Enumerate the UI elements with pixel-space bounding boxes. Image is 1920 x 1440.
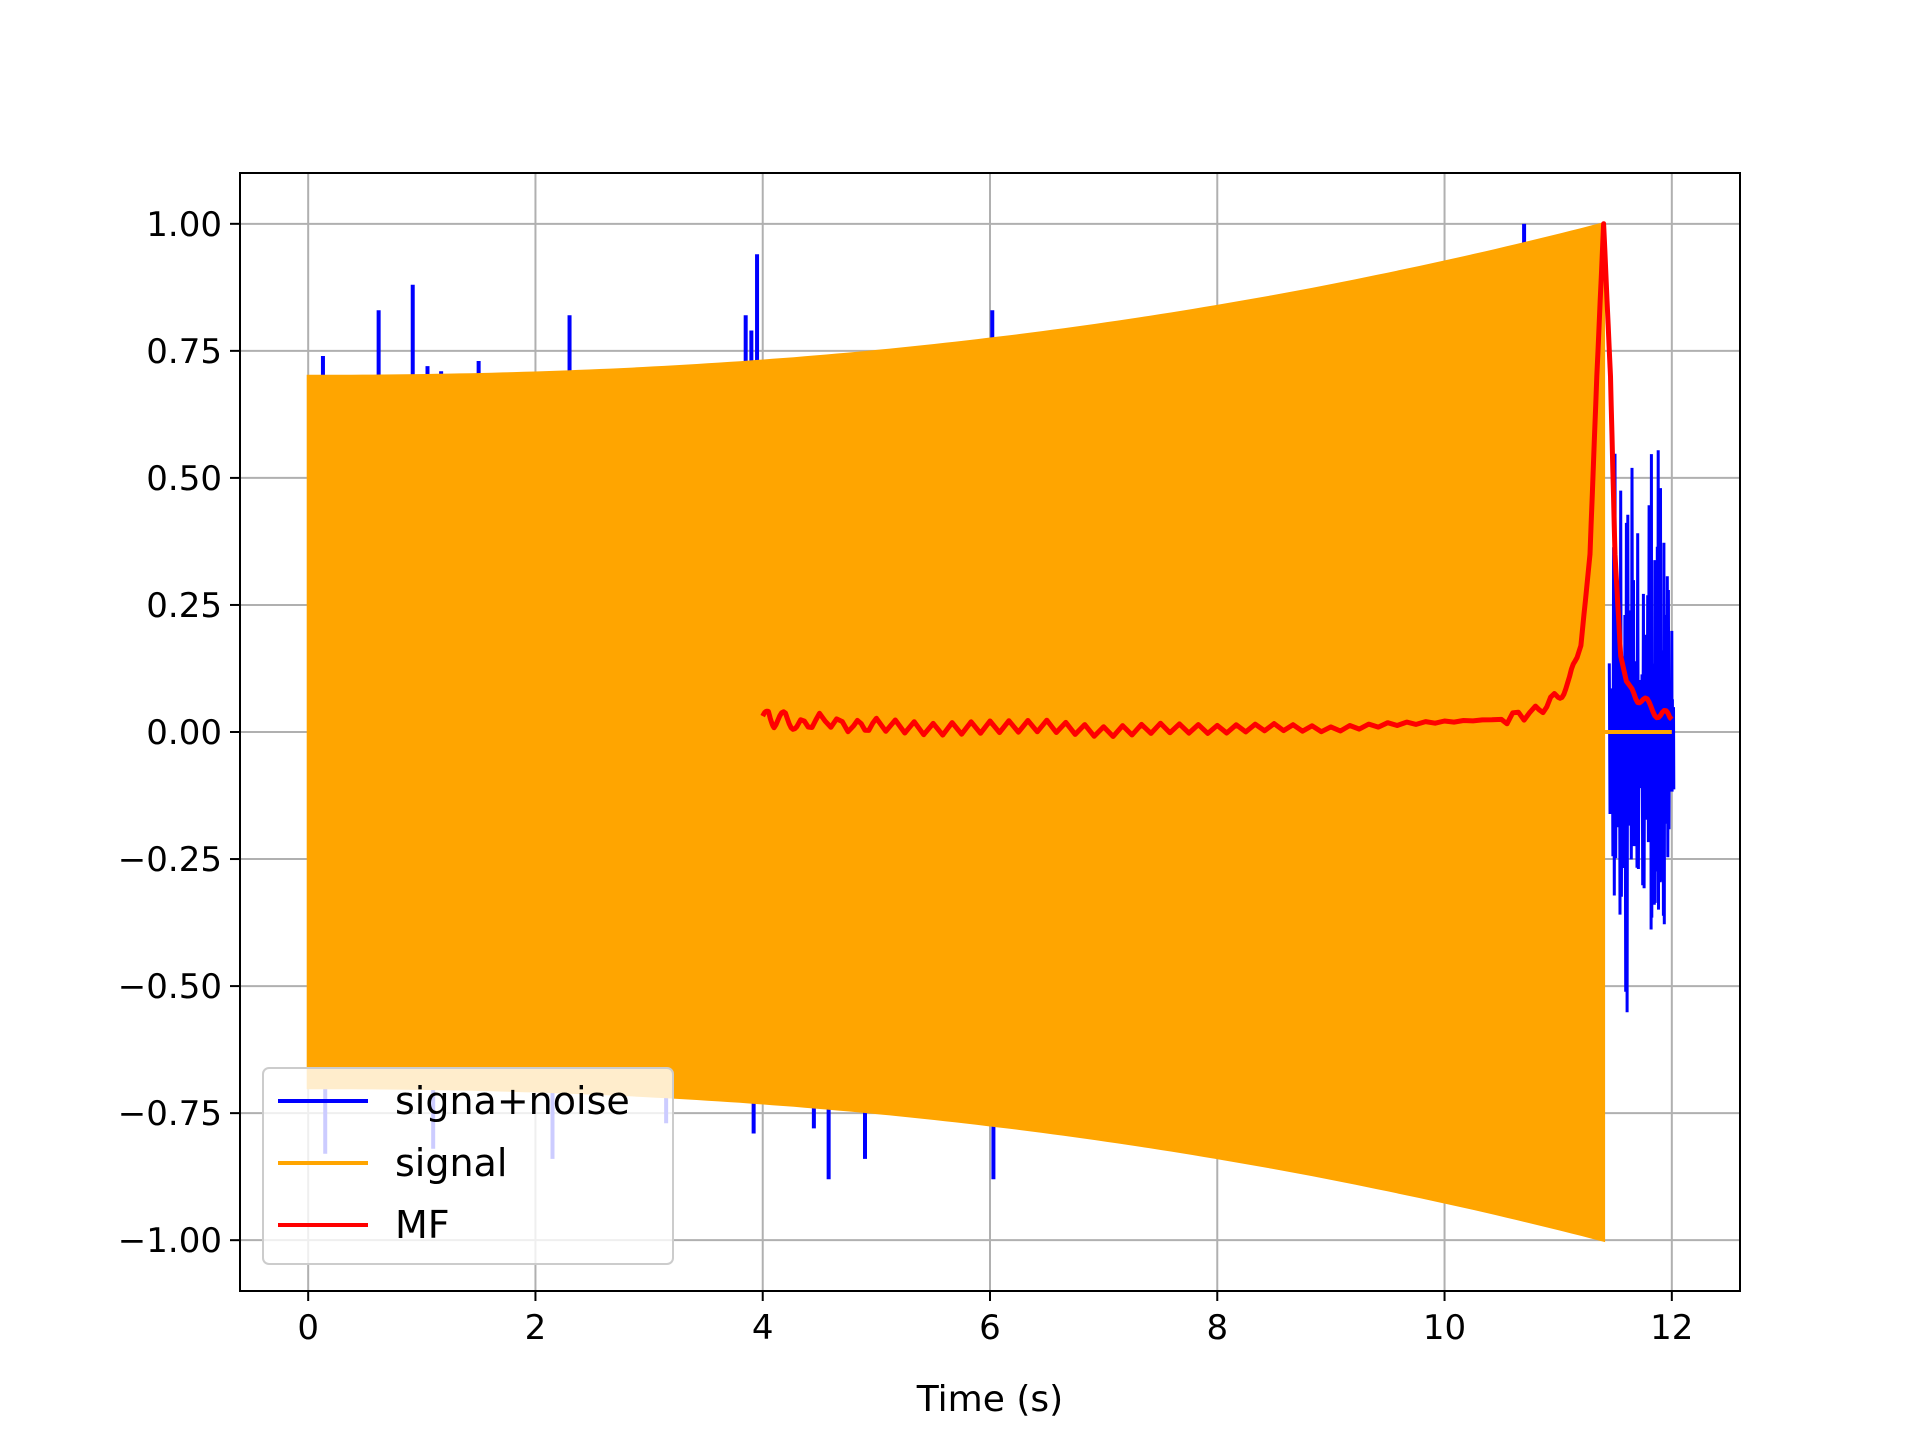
x-tick-label: 6 — [979, 1308, 1001, 1348]
y-tick-label: 0.00 — [146, 713, 222, 753]
plot-area — [306, 221, 1676, 1243]
x-tick-label: 4 — [752, 1308, 774, 1348]
y-tick-label: 0.50 — [146, 459, 222, 499]
x-tick-label: 2 — [525, 1308, 547, 1348]
x-axis-label: Time (s) — [916, 1379, 1063, 1420]
y-tick-label: 1.00 — [146, 205, 222, 245]
y-tick-label: 0.25 — [146, 586, 222, 626]
legend-label-signa-noise: signa+noise — [395, 1079, 630, 1123]
y-tick-label: −0.25 — [118, 840, 222, 880]
y-tick-label: −0.75 — [118, 1094, 222, 1134]
legend: signa+noise signal MF — [262, 1067, 674, 1265]
legend-box — [262, 1067, 674, 1265]
x-tick-label: 10 — [1423, 1308, 1466, 1348]
y-tick-label: −1.00 — [118, 1221, 222, 1261]
legend-label-mf: MF — [395, 1203, 450, 1247]
signal-line — [306, 221, 1606, 1243]
x-tick-label: 0 — [297, 1308, 319, 1348]
x-tick-label: 12 — [1650, 1308, 1693, 1348]
x-tick-label: 8 — [1206, 1308, 1228, 1348]
y-tick-label: −0.50 — [118, 967, 222, 1007]
legend-label-signal: signal — [395, 1141, 507, 1185]
mf-line — [760, 221, 1674, 739]
ticks: 0 2 4 6 8 10 12 −1.00 −0.75 −0.50 −0.25 0.00 0.25 0.5… — [118, 205, 1694, 1348]
y-tick-label: 0.75 — [146, 332, 222, 372]
